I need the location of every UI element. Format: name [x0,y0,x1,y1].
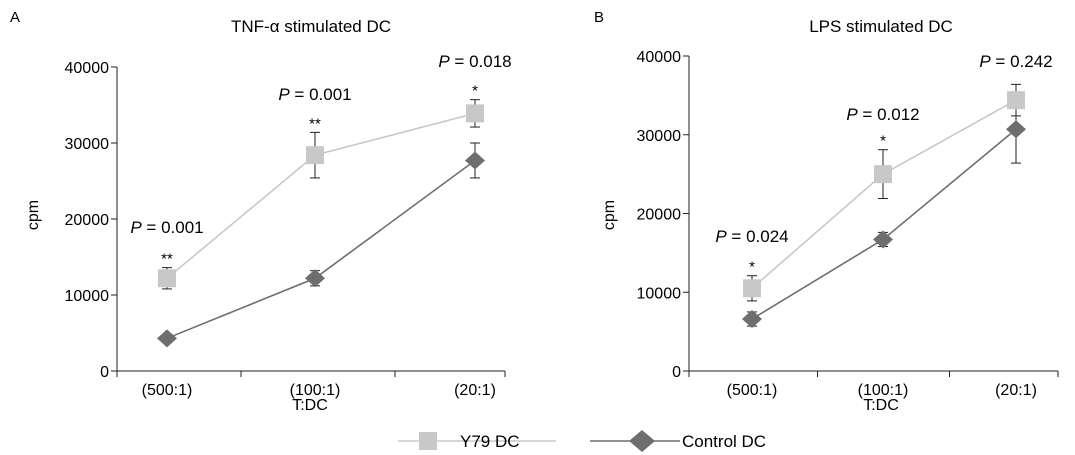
p-value-label: P = 0.012 [846,105,919,124]
x-axis-label: T:DC [863,397,899,414]
series-line [166,159,476,340]
x-tick-label: (100:1) [858,382,909,399]
significance-stars: * [880,133,886,150]
significance-stars: * [749,259,755,276]
p-value-label: P = 0.242 [979,52,1052,71]
x-axis-label: T:DC [292,397,328,414]
y-tick-label: 40000 [65,60,110,77]
series-line [166,112,476,279]
data-point-square [874,165,892,184]
y-tick-label: 0 [100,364,109,381]
y-tick-label: 20000 [637,207,682,224]
p-value-label: P = 0.018 [438,52,511,71]
data-point-diamond [305,269,325,288]
data-point-square [306,146,324,165]
legend: Y79 DC Control DC [398,430,766,452]
p-value-label: P = 0.024 [715,227,788,246]
y-axis-label: cpm [25,200,42,230]
data-point-diamond [465,151,485,170]
significance-stars: ** [161,251,173,268]
chart-title: LPS stimulated DC [809,17,953,36]
legend-square-marker [419,432,437,450]
significance-stars: ** [309,115,321,132]
panel-b: B LPS stimulated DC cpm T:DC 0 10000 20000… [594,9,1059,414]
data-point-diamond [1006,120,1026,139]
legend-label: Y79 DC [460,432,520,451]
data-point-diamond [873,230,893,249]
y-axis-label: cpm [601,200,618,230]
data-point-square [1007,91,1025,110]
data-point-square [158,269,176,288]
panel-a: A TNF-α stimulated DC cpm T:DC 0 10000 200… [10,9,512,414]
y-tick-label: 10000 [65,288,110,305]
data-point-square [743,279,761,298]
y-tick-label: 40000 [637,49,682,66]
panel-label: B [594,9,604,26]
legend-item-control: Control DC [590,430,766,452]
data-point-diamond [157,329,177,348]
y-tick-label: 20000 [65,212,110,229]
x-tick-label: (100:1) [290,382,341,399]
legend-diamond-marker [629,430,655,452]
x-tick-label: (20:1) [454,382,496,399]
legend-label: Control DC [682,432,766,451]
panel-label: A [10,9,20,26]
legend-item-y79: Y79 DC [398,432,556,451]
p-value-label: P = 0.001 [130,218,203,237]
x-tick-label: (20:1) [995,382,1037,399]
y-tick-label: 0 [672,364,681,381]
data-point-square [466,104,484,123]
y-tick-label: 30000 [65,136,110,153]
p-value-label: P = 0.001 [278,85,351,104]
chart-title: TNF-α stimulated DC [231,17,391,36]
x-tick-label: (500:1) [142,382,193,399]
series-line [751,128,1017,320]
data-point-diamond [742,310,762,329]
y-tick-label: 30000 [637,128,682,145]
significance-stars: * [472,83,478,100]
series-line [751,99,1017,289]
y-tick-label: 10000 [637,285,682,302]
x-tick-label: (500:1) [727,382,778,399]
